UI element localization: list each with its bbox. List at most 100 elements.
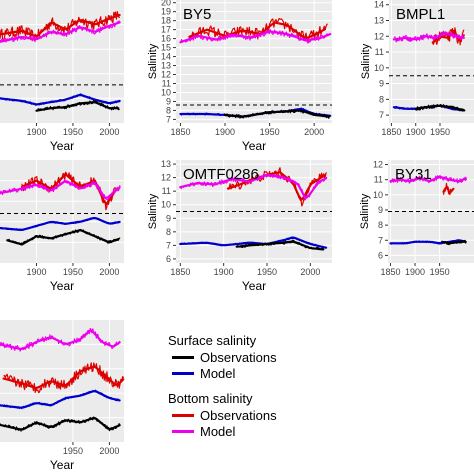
series-bottom-salinity-model-smooth (389, 175, 467, 183)
x-tick-label: 1900 (26, 127, 46, 137)
x-tick-label: 1900 (214, 267, 234, 277)
series-bottom-salinity-model-smooth (392, 32, 465, 41)
x-tick-label: 1900 (26, 267, 46, 277)
legend: Surface salinity Observations Model Bott… (168, 333, 338, 439)
series-bottom-salinity-observations-noisy (3, 362, 125, 394)
x-tick-label: 1850 (380, 267, 400, 277)
x-tick-label: 2000 (99, 267, 119, 277)
x-tick-label: 1900 (406, 127, 426, 137)
y-tick-label: 9 (166, 213, 171, 223)
station-title: BY5 (183, 6, 211, 23)
series-surface-salinity-observations-smooth (35, 100, 120, 112)
x-tick-label: 1850 (170, 267, 190, 277)
x-tick-label: 1900 (405, 267, 425, 277)
x-tick-label: 1850 (170, 127, 190, 137)
y-tick-label: 12 (374, 31, 384, 41)
y-tick-label: 20 (161, 0, 171, 8)
y-tick-label: 18 (161, 16, 171, 26)
y-tick-label: 14 (374, 0, 384, 10)
x-axis-label: Year (50, 279, 74, 293)
y-axis-label: Salinity (147, 43, 159, 79)
legend-label-surface-model: Model (200, 365, 236, 381)
x-tick-label: 1950 (430, 127, 450, 137)
x-tick-label: 1950 (257, 267, 277, 277)
x-tick-label: 1950 (63, 446, 83, 456)
y-tick-label: 7 (378, 235, 383, 245)
legend-swatch-bottom-model (172, 429, 194, 433)
station-title: OMTF0286 (183, 166, 259, 183)
legend-item-surface-model: Model (168, 365, 338, 381)
legend-item-bottom-model: Model (168, 423, 338, 439)
series-surface-salinity-observations-smooth (441, 240, 467, 245)
station-title: BMPL1 (396, 6, 445, 23)
series-surface-salinity-observations-smooth (414, 104, 466, 112)
y-tick-label: 11 (162, 186, 171, 196)
series-bottom-salinity-model-smooth (0, 21, 121, 43)
series-bottom-salinity-observations-smooth (442, 186, 455, 195)
x-axis-label: Year (50, 458, 74, 472)
series-bottom-salinity-model-smooth (179, 30, 332, 44)
y-tick-label: 10 (374, 63, 384, 73)
y-tick-label: 13 (374, 16, 384, 26)
series-bottom-salinity-observations-noisy (0, 11, 121, 41)
x-tick-label: 2000 (99, 446, 119, 456)
x-tick-label: 1950 (63, 267, 83, 277)
series-bottom-salinity-observations-smooth (188, 21, 326, 40)
y-tick-label: 11 (375, 47, 384, 57)
legend-swatch-surface-model (172, 371, 194, 375)
series-bottom-salinity-observations-smooth (0, 13, 121, 38)
y-tick-label: 6 (378, 250, 383, 260)
legend-label-surface-observations: Observations (200, 349, 277, 365)
series-bottom-salinity-observations-smooth (2, 365, 125, 390)
y-tick-label: 13 (161, 159, 171, 169)
y-tick-label: 12 (161, 70, 171, 80)
series-surface-salinity-observations-smooth (6, 228, 120, 246)
y-tick-label: 8 (166, 105, 171, 115)
y-tick-label: 9 (378, 205, 383, 215)
legend-item-surface-observations: Observations (168, 349, 338, 365)
legend-swatch-surface-observations (172, 355, 194, 359)
x-tick-label: 1900 (215, 127, 235, 137)
legend-bottom-title: Bottom salinity (168, 391, 253, 406)
x-axis-label: Year (242, 279, 266, 293)
y-tick-label: 10 (161, 87, 171, 97)
legend-label-bottom-observations: Observations (200, 407, 277, 423)
y-tick-label: 14 (161, 52, 171, 62)
y-tick-label: 7 (379, 110, 384, 120)
series-surface-salinity-model-smooth (0, 217, 121, 231)
y-tick-label: 19 (161, 7, 171, 17)
x-tick-label: 1950 (430, 267, 450, 277)
station-title: BY31 (395, 166, 432, 183)
x-tick-label: 1850 (381, 127, 401, 137)
y-tick-label: 8 (378, 220, 383, 230)
series-bottom-salinity-model-smooth (179, 173, 327, 199)
x-tick-label: 1950 (63, 127, 83, 137)
y-tick-label: 15 (161, 43, 171, 53)
legend-swatch-bottom-observations (172, 413, 194, 417)
y-tick-label: 7 (166, 240, 171, 250)
y-tick-label: 11 (162, 78, 171, 88)
legend-item-bottom-observations: Observations (168, 407, 338, 423)
y-tick-label: 7 (166, 114, 171, 124)
y-tick-label: 17 (161, 25, 171, 35)
series-surface-salinity-model-smooth (389, 239, 467, 245)
series-surface-salinity-model-smooth (179, 236, 327, 249)
y-tick-label: 8 (379, 94, 384, 104)
series-surface-salinity-model-smooth (0, 390, 121, 409)
series-surface-salinity-observations-smooth (223, 109, 330, 118)
y-tick-label: 12 (373, 160, 383, 170)
y-tick-label: 8 (166, 227, 171, 237)
y-tick-label: 11 (374, 175, 383, 185)
series-surface-salinity-observations-smooth (0, 417, 121, 431)
series-bottom-salinity-model-smooth (0, 180, 121, 200)
x-axis-label: Year (242, 139, 266, 153)
y-tick-label: 9 (379, 79, 384, 89)
y-tick-label: 9 (166, 96, 171, 106)
series-bottom-salinity-model-smooth (0, 329, 121, 351)
series-surface-salinity-observations-smooth (235, 240, 325, 251)
y-tick-label: 13 (161, 61, 171, 71)
series-surface-salinity-model-smooth (0, 94, 121, 106)
x-tick-label: 1950 (260, 127, 280, 137)
x-axis-label: Year (50, 139, 74, 153)
y-axis-label: Salinity (147, 193, 159, 229)
